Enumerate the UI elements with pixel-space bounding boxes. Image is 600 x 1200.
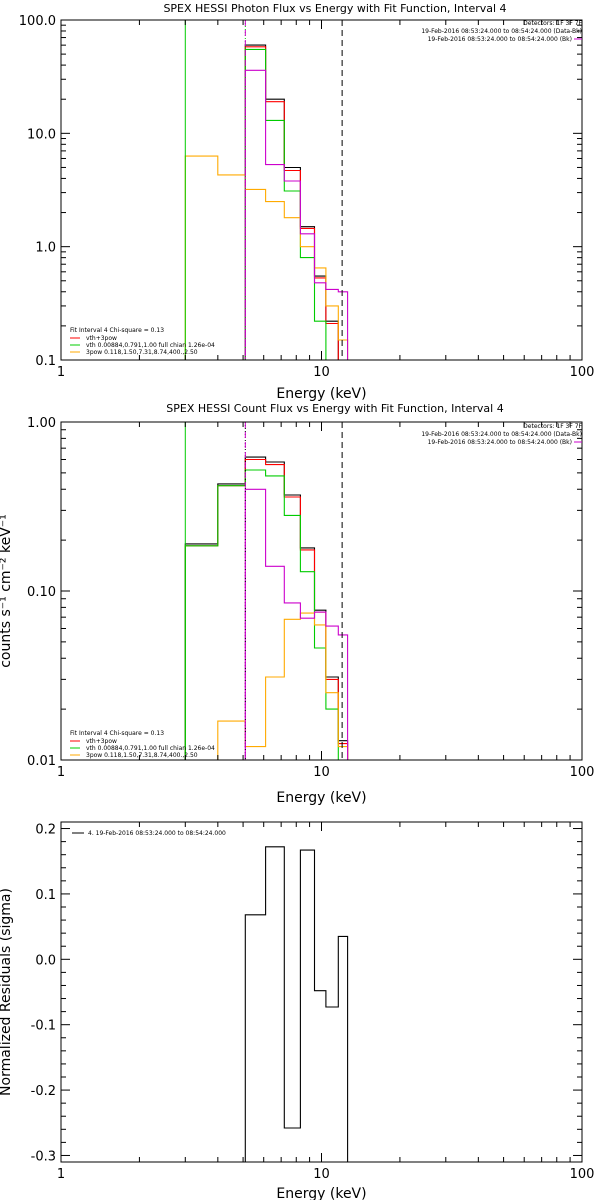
photon-flux-series xyxy=(184,44,349,361)
count-flux-x-tick-label: 100 xyxy=(570,765,595,780)
photon-flux-series-2 xyxy=(244,48,348,361)
photon-flux-y-tick-label: 10.0 xyxy=(27,127,56,142)
count-flux-legend-model: vth+3pow xyxy=(86,738,117,745)
count-flux-series-0 xyxy=(184,456,349,760)
count-flux-x-ticks: 1 10 100 xyxy=(57,422,595,780)
photon-flux-series-line xyxy=(244,48,348,361)
residuals-y-tick-label: -0.2 xyxy=(31,1084,56,1099)
residuals-y-axis-label: Normalized Residuals (sigma) xyxy=(0,888,14,1096)
photon-flux-info: Detectors: 1F 3F 7F 19-Feb-2016 08:53:24… xyxy=(421,20,582,43)
residuals-y-tick-label: 0.0 xyxy=(35,953,56,968)
count-flux-x-tick-label: 1 xyxy=(57,765,65,780)
photon-flux-detectors: Detectors: 1F 3F 7F xyxy=(523,20,582,27)
photon-flux-legend: Fit Interval 4 Chi-square = 0.13 vth+3po… xyxy=(70,327,215,356)
residuals-x-axis-label: Energy (keV) xyxy=(276,1186,366,1200)
count-flux-series-2 xyxy=(184,469,348,761)
count-flux-x-tick-label: 10 xyxy=(313,765,330,780)
residuals-y-tick-label: 0.1 xyxy=(35,888,56,903)
residuals-series xyxy=(244,846,349,1162)
count-flux-vlines xyxy=(184,422,343,760)
count-flux-series-line xyxy=(185,612,349,761)
photon-flux-y-tick-label: 1.0 xyxy=(35,241,56,256)
photon-flux-vlines xyxy=(184,20,343,360)
count-flux-info: Detectors: 1F 3F 7F 19-Feb-2016 08:53:24… xyxy=(421,423,582,446)
photon-flux-series-line xyxy=(244,44,348,361)
count-flux-series-line xyxy=(244,488,349,760)
photon-flux-title: SPEX HESSI Photon Flux vs Energy with Fi… xyxy=(163,2,506,15)
residuals-legend-label: 4. 19-Feb-2016 08:53:24.000 to 08:54:24.… xyxy=(88,830,226,837)
count-flux-series-line xyxy=(184,469,348,761)
photon-flux-legend-model: vth+3pow xyxy=(86,335,117,342)
residuals-panel: -0.3 -0.2 -0.1 0.0 0.1 0.2 1 10 100 Energy (keV… xyxy=(0,821,595,1200)
residuals-y-tick-label: -0.1 xyxy=(31,1019,56,1034)
photon-flux-y-tick-label: 0.1 xyxy=(35,354,56,369)
count-flux-series xyxy=(184,456,349,761)
residuals-x-tick-label: 100 xyxy=(570,1167,595,1182)
count-flux-y-tick-label: 0.01 xyxy=(27,754,56,769)
count-flux-legend: Fit Interval 4 Chi-square = 0.13 vth+3po… xyxy=(70,730,215,759)
residuals-series-line xyxy=(244,846,349,1162)
photon-flux-series-line xyxy=(184,155,349,360)
photon-flux-legend-vth: vth 0.00884,0.791,1.00 full chian 1.26e-… xyxy=(86,342,215,349)
count-flux-plot-frame xyxy=(60,421,583,761)
photon-flux-x-tick-label: 1 xyxy=(57,365,65,380)
photon-flux-y-tick-label: 100.0 xyxy=(19,14,56,29)
photon-flux-x-axis-label: Energy (keV) xyxy=(276,386,366,402)
residuals-x-ticks: 1 10 100 xyxy=(57,822,595,1182)
photon-flux-x-tick-label: 100 xyxy=(570,365,595,380)
residuals-x-tick-label: 1 xyxy=(57,1167,65,1182)
photon-flux-legend-fit: Fit Interval 4 Chi-square = 0.13 xyxy=(70,327,164,334)
photon-flux-panel: SPEX HESSI Photon Flux vs Energy with Fi… xyxy=(19,2,595,402)
photon-flux-bk: 19-Feb-2016 08:53:24.000 to 08:54:24.000… xyxy=(428,36,572,43)
count-flux-panel: SPEX HESSI Count Flux vs Energy with Fit… xyxy=(0,402,594,806)
count-flux-y-ticks: 0.01 0.10 1.00 xyxy=(27,416,582,769)
residuals-legend: 4. 19-Feb-2016 08:53:24.000 to 08:54:24.… xyxy=(72,830,226,837)
count-flux-title: SPEX HESSI Count Flux vs Energy with Fit… xyxy=(166,402,503,415)
photon-flux-legend-3pow: 3pow 0.118,1.50,7.31,8.74,400.,2.50 xyxy=(86,349,198,356)
residuals-y-ticks: -0.3 -0.2 -0.1 0.0 0.1 0.2 xyxy=(31,823,582,1164)
count-flux-legend-vth: vth 0.00884,0.791,1.00 full chian 1.26e-… xyxy=(86,745,215,752)
count-flux-legend-3pow: 3pow 0.118,1.50,7.31,8.74,400.,2.50 xyxy=(86,752,198,759)
photon-flux-series-4 xyxy=(244,69,349,360)
count-flux-series-4 xyxy=(244,488,349,760)
residuals-plot-frame xyxy=(60,821,583,1163)
photon-flux-series-3 xyxy=(184,155,349,360)
count-flux-bk: 19-Feb-2016 08:53:24.000 to 08:54:24.000… xyxy=(428,439,572,446)
photon-flux-series-line xyxy=(244,69,349,360)
photon-flux-data-bk: 19-Feb-2016 08:53:24.000 to 08:54:24.000… xyxy=(421,28,582,35)
residuals-x-tick-label: 10 xyxy=(313,1167,330,1182)
photon-flux-series-line xyxy=(244,46,348,361)
photon-flux-series-0 xyxy=(244,44,348,361)
count-flux-data-bk: 19-Feb-2016 08:53:24.000 to 08:54:24.000… xyxy=(421,431,582,438)
count-flux-y-tick-label: 0.10 xyxy=(27,585,56,600)
residuals-y-tick-label: 0.2 xyxy=(35,823,56,838)
count-flux-detectors: Detectors: 1F 3F 7F xyxy=(523,423,582,430)
count-flux-x-axis-label: Energy (keV) xyxy=(276,790,366,806)
residuals-y-tick-label: -0.3 xyxy=(31,1149,56,1164)
count-flux-series-line xyxy=(184,456,349,760)
residuals-series-0 xyxy=(244,846,349,1162)
count-flux-y-tick-label: 1.00 xyxy=(27,416,56,431)
count-flux-series-3 xyxy=(185,612,349,761)
count-flux-legend-fit: Fit Interval 4 Chi-square = 0.13 xyxy=(70,730,164,737)
photon-flux-plot-frame xyxy=(60,19,583,361)
photon-flux-x-tick-label: 10 xyxy=(313,365,330,380)
photon-flux-y-ticks: 0.1 1.0 10.0 100.0 xyxy=(19,14,582,369)
photon-flux-x-ticks: 1 10 100 xyxy=(57,20,595,380)
photon-flux-series-1 xyxy=(244,46,348,361)
count-flux-y-axis-label: counts s⁻¹ cm⁻² keV⁻¹ xyxy=(0,514,14,668)
